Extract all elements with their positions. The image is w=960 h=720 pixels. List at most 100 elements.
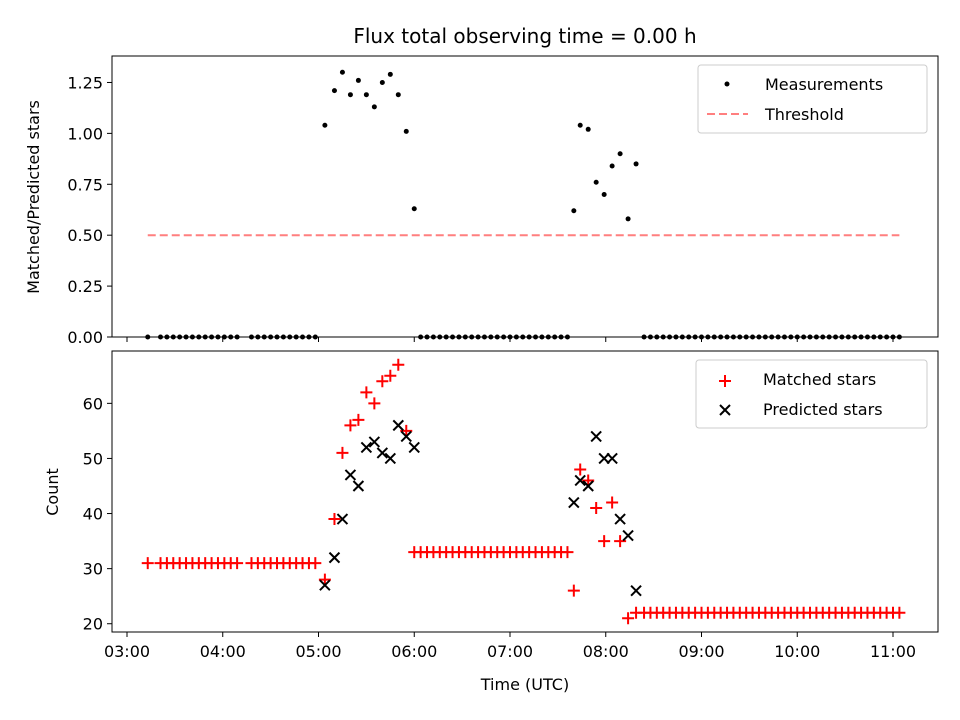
predicted-point — [590, 430, 602, 443]
predicted-point — [376, 447, 389, 459]
legend-predicted-marker — [719, 404, 731, 416]
measurement-point — [339, 69, 345, 75]
measurement-point — [571, 208, 577, 214]
matched-point — [614, 535, 627, 548]
top-legend-box — [697, 64, 928, 134]
measurement-point — [371, 104, 377, 110]
matched-point — [141, 557, 154, 570]
predicted-point — [614, 513, 626, 525]
series-predicted-stars — [319, 419, 642, 597]
top-axes-frame — [111, 55, 939, 338]
bottom-x-tick-label: 08:00 — [583, 642, 629, 661]
bottom-x-tick-label: 10:00 — [774, 642, 820, 661]
matched-point — [376, 375, 389, 388]
bottom-y-tick-label: 60 — [83, 394, 103, 413]
bottom-x-tick-label: 09:00 — [678, 642, 724, 661]
legend-threshold-label: Threshold — [764, 105, 844, 124]
legend-matched-marker — [719, 375, 731, 387]
measurement-point — [322, 122, 328, 128]
measurement-point — [411, 206, 417, 212]
matched-point — [328, 513, 341, 526]
matched-point — [893, 606, 906, 619]
measurement-point — [363, 92, 369, 98]
matched-point — [400, 424, 413, 437]
bottom-x-tick-label: 06:00 — [391, 642, 437, 661]
top-y-tick-label: 1.25 — [67, 73, 103, 92]
predicted-point — [344, 469, 357, 481]
predicted-point — [606, 452, 618, 465]
top-y-tick-label: 0.00 — [67, 328, 103, 347]
measurement-point — [617, 151, 623, 157]
predicted-point — [368, 436, 381, 448]
measurement-point — [355, 77, 361, 83]
matched-point — [309, 557, 322, 570]
matched-point — [590, 502, 603, 515]
predicted-point — [408, 441, 420, 454]
bottom-legend-box — [695, 359, 928, 429]
predicted-point — [336, 513, 349, 525]
measurement-point — [395, 92, 401, 98]
series-matched-stars — [141, 358, 906, 625]
legend-measurements-label: Measurements — [765, 75, 883, 94]
measurement-point — [379, 79, 385, 85]
bottom-x-tick-label: 04:00 — [200, 642, 246, 661]
bottom-y-ticks: 20 30 40 50 60 — [83, 394, 112, 634]
matched-point — [598, 535, 611, 548]
matched-point — [606, 496, 619, 509]
matched-point — [622, 612, 635, 625]
matched-point — [231, 557, 244, 570]
measurement-point — [625, 216, 631, 222]
bottom-y-tick-label: 40 — [83, 505, 103, 524]
legend-matched-label: Matched stars — [763, 370, 876, 389]
bottom-x-tick-label: 11:00 — [870, 642, 916, 661]
top-y-tick-label: 0.25 — [67, 277, 103, 296]
predicted-point — [630, 584, 642, 597]
bottom-plot-area — [141, 358, 906, 625]
matched-point — [336, 446, 349, 459]
predicted-point — [400, 430, 412, 443]
matched-point — [582, 474, 595, 487]
measurement-point — [585, 126, 591, 132]
predicted-point — [568, 496, 580, 509]
predicted-point — [352, 480, 365, 492]
matched-point — [384, 369, 397, 382]
top-y-tick-label: 0.50 — [67, 226, 103, 245]
bottom-x-ticks: 03:00 04:00 05:00 06:00 07:00 08:00 09:00 10:00… — [104, 632, 916, 661]
top-panel: Flux total observing time = 0.00 h Match… — [24, 24, 939, 347]
top-y-axis-label: Matched/Predicted stars — [24, 100, 43, 294]
predicted-point — [392, 419, 404, 432]
predicted-point — [622, 529, 634, 542]
top-y-ticks: 0.00 0.25 0.50 0.75 1.00 1.25 — [67, 73, 112, 347]
bottom-y-axis-label: Count — [43, 468, 62, 516]
measurement-point — [593, 179, 599, 185]
matched-point — [352, 413, 365, 426]
matched-point — [567, 584, 580, 597]
top-x-ticks — [126, 337, 894, 342]
bottom-x-tick-label: 03:00 — [104, 642, 150, 661]
bottom-panel: Count Time (UTC) 20 30 40 50 60 03:00 04:00 05… — [43, 350, 939, 694]
matched-point — [318, 573, 331, 586]
matched-point — [360, 386, 373, 399]
measurement-point — [387, 71, 393, 77]
measurement-point — [601, 191, 607, 197]
predicted-point — [360, 441, 373, 454]
bottom-x-tick-label: 05:00 — [295, 642, 341, 661]
top-legend: Measurements Threshold — [697, 64, 928, 134]
measurement-point — [577, 122, 583, 128]
measurement-point — [609, 163, 615, 169]
matched-point — [561, 546, 574, 559]
predicted-point — [319, 579, 331, 591]
legend-predicted-label: Predicted stars — [763, 400, 883, 419]
bottom-x-tick-label: 07:00 — [487, 642, 533, 661]
predicted-point — [328, 551, 341, 564]
predicted-point — [384, 452, 397, 465]
chart-title: Flux total observing time = 0.00 h — [353, 24, 696, 48]
predicted-point — [582, 480, 594, 492]
bottom-y-tick-label: 20 — [83, 615, 103, 634]
bottom-y-tick-label: 30 — [83, 560, 103, 579]
predicted-point — [574, 474, 586, 487]
matched-point — [574, 463, 587, 476]
top-y-tick-label: 0.75 — [67, 175, 103, 194]
bottom-y-tick-label: 50 — [83, 449, 103, 468]
